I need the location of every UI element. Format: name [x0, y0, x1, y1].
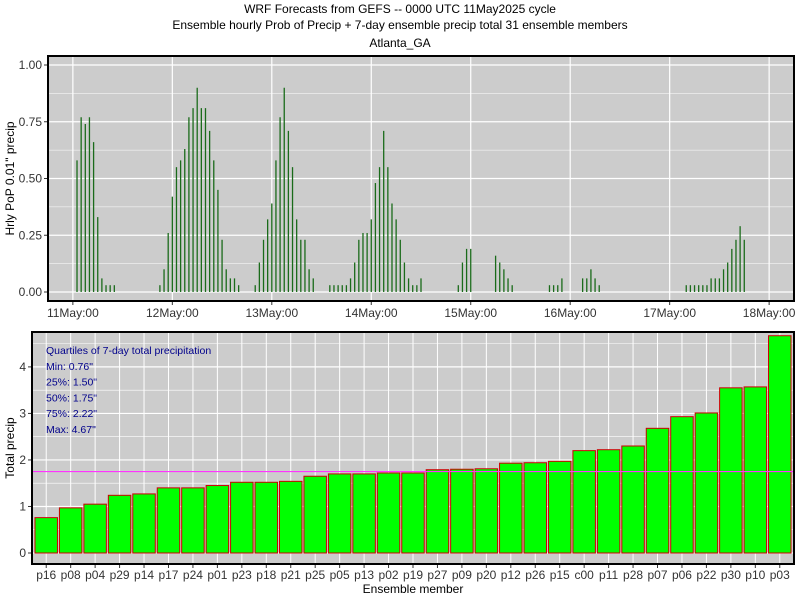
totals-x-tick-label: p19: [403, 568, 423, 582]
pop-x-tick-label: 14May:00: [345, 306, 398, 320]
totals-bar: [499, 462, 523, 554]
totals-bar: [523, 462, 548, 554]
totals-bar: [132, 493, 156, 554]
totals-bar: [645, 427, 670, 554]
totals-bar: [352, 473, 376, 554]
totals-x-tick-label: p25: [305, 568, 325, 582]
totals-bar: [450, 468, 474, 554]
totals-x-tick-label: p30: [721, 568, 741, 582]
quartile-stat: 75%: 2.22": [46, 408, 97, 420]
totals-x-tick-label: p14: [134, 568, 154, 582]
totals-y-tick-label: 2: [19, 453, 26, 467]
totals-x-tick-label: p20: [476, 568, 496, 582]
totals-x-tick-label: p01: [207, 568, 227, 582]
totals-x-tick-label: p15: [550, 568, 570, 582]
pop-x-tick-label: 13May:00: [245, 306, 298, 320]
totals-y-tick-label: 4: [19, 360, 26, 374]
totals-x-tick-label: p27: [427, 568, 447, 582]
totals-x-tick-label: p05: [330, 568, 350, 582]
chart-title-line-1: WRF Forecasts from GEFS -- 0000 UTC 11Ma…: [244, 2, 556, 16]
totals-bar: [596, 449, 621, 554]
totals-x-tick-label: p26: [525, 568, 545, 582]
quartile-stat: Min: 0.76": [46, 361, 93, 373]
totals-bar: [572, 450, 596, 554]
totals-x-tick-label: c00: [574, 568, 594, 582]
totals-bar: [181, 487, 205, 554]
totals-x-tick-label: p06: [672, 568, 692, 582]
pop-x-tick-label: 15May:00: [444, 306, 497, 320]
totals-x-tick-label: p17: [158, 568, 178, 582]
totals-x-tick-label: p29: [110, 568, 130, 582]
totals-bar: [719, 387, 743, 554]
pop-y-tick-label: 0.75: [19, 115, 43, 129]
totals-bar: [303, 475, 327, 554]
totals-x-tick-label: p28: [623, 568, 643, 582]
totals-x-tick-label: p07: [648, 568, 668, 582]
pop-x-tick-label: 17May:00: [643, 306, 696, 320]
quartile-stat: 25%: 1.50": [46, 377, 97, 389]
totals-bar: [205, 485, 230, 554]
totals-x-tick-label: p03: [770, 568, 790, 582]
totals-panel-border: [31, 331, 795, 565]
quartile-stat: Max: 4.67": [46, 424, 96, 436]
totals-bar: [278, 480, 303, 554]
pop-y-tick-label: 0.25: [19, 228, 43, 242]
totals-bar: [547, 460, 572, 554]
totals-x-tick-label: p23: [232, 568, 252, 582]
totals-x-tick-label: p18: [256, 568, 276, 582]
totals-x-tick-label: p13: [354, 568, 374, 582]
pop-y-tick-label: 0.50: [19, 172, 43, 186]
totals-x-axis-label: Ensemble member: [363, 582, 464, 596]
chart-title-line-3: Atlanta_GA: [369, 36, 431, 50]
totals-bar: [34, 517, 58, 554]
totals-bar: [768, 335, 792, 554]
pop-y-tick-label: 1.00: [19, 58, 43, 72]
totals-bar: [230, 481, 254, 554]
totals-bar: [107, 494, 132, 554]
totals-bar: [474, 468, 499, 554]
pop-x-tick-label: 18May:00: [743, 306, 796, 320]
totals-x-tick-label: p04: [85, 568, 105, 582]
totals-bar: [743, 386, 768, 554]
totals-x-tick-label: p08: [61, 568, 81, 582]
totals-bar: [376, 472, 401, 554]
totals-x-tick-label: p09: [452, 568, 472, 582]
totals-x-tick-label: p22: [696, 568, 716, 582]
totals-bar: [83, 503, 107, 554]
totals-x-tick-label: p11: [599, 568, 618, 582]
totals-x-tick-label: p24: [183, 568, 203, 582]
totals-y-tick-label: 0: [19, 546, 26, 560]
totals-bar: [621, 445, 645, 554]
quartile-stat: 50%: 1.75": [46, 392, 97, 404]
totals-x-tick-label: p21: [281, 568, 301, 582]
totals-y-tick-label: 3: [19, 406, 26, 420]
totals-x-tick-label: p02: [379, 568, 399, 582]
totals-bar: [254, 481, 279, 554]
totals-bar: [694, 412, 719, 554]
quartiles-heading: Quartiles of 7-day total precipitation: [46, 345, 211, 357]
totals-bar: [58, 507, 83, 554]
totals-bar: [425, 469, 450, 554]
pop-y-axis-label: Hrly PoP 0.01" precip: [3, 121, 17, 235]
totals-bar: [156, 487, 181, 554]
totals-bar: [327, 473, 352, 554]
totals-bar: [401, 472, 425, 554]
pop-panel-border: [47, 55, 795, 302]
pop-x-tick-label: 11May:00: [47, 306, 99, 320]
totals-y-axis-label: Total precip: [3, 417, 17, 479]
chart-title-line-2: Ensemble hourly Prob of Precip + 7-day e…: [172, 18, 628, 32]
pop-x-tick-label: 16May:00: [544, 306, 597, 320]
totals-x-tick-label: p12: [501, 568, 521, 582]
totals-bar: [670, 416, 694, 554]
pop-y-tick-label: 0.00: [19, 285, 43, 299]
totals-y-tick-label: 1: [19, 499, 26, 513]
pop-x-tick-label: 12May:00: [146, 306, 199, 320]
totals-x-tick-label: p16: [36, 568, 56, 582]
totals-x-tick-label: p10: [745, 568, 765, 582]
